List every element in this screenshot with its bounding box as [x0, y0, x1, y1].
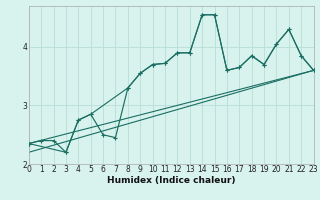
- X-axis label: Humidex (Indice chaleur): Humidex (Indice chaleur): [107, 176, 236, 185]
